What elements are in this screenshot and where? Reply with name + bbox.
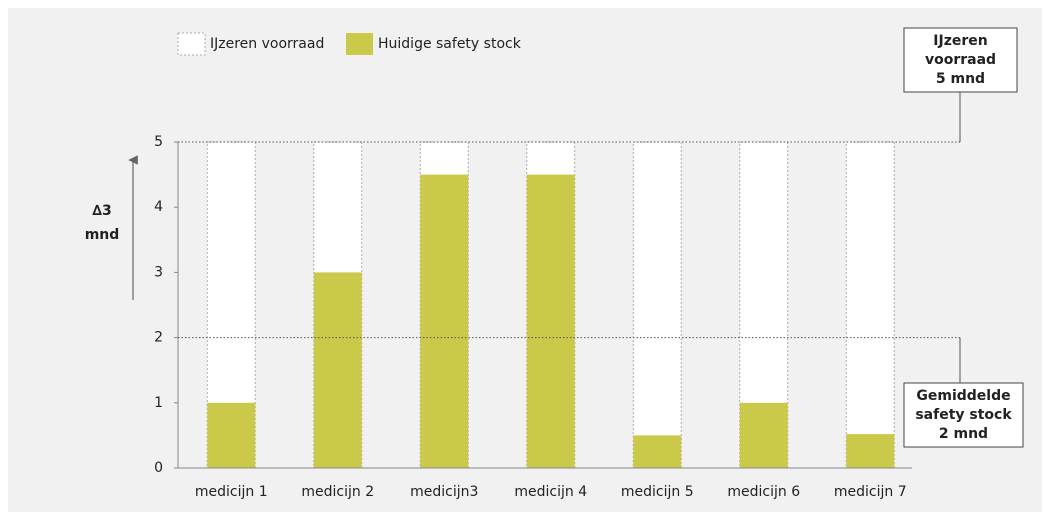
y-tick-label: 0 — [154, 460, 163, 476]
x-tick-label: medicijn 1 — [195, 484, 268, 500]
annotation-text: 2 mnd — [939, 426, 988, 442]
legend-label: IJzeren voorraad — [210, 36, 324, 52]
annotation-text: Gemiddelde — [916, 388, 1010, 404]
y-tick-label: 4 — [154, 199, 163, 215]
x-tick-label: medicijn 6 — [727, 484, 800, 500]
y-tick-label: 1 — [154, 395, 163, 411]
bar — [207, 402, 256, 468]
y-tick-label: 3 — [154, 264, 163, 280]
bar — [633, 435, 682, 468]
background-bar — [632, 141, 682, 469]
bar — [420, 174, 469, 468]
background-bar — [845, 141, 895, 469]
bar — [739, 402, 788, 468]
legend-swatch — [177, 32, 206, 56]
annotation-text: IJzeren — [933, 33, 987, 49]
bar — [846, 434, 895, 468]
annotation-text: safety stock — [915, 407, 1012, 423]
bar — [526, 174, 575, 468]
annotation-box — [903, 382, 1024, 448]
legend-swatch — [346, 33, 373, 55]
x-tick-label: medicijn 4 — [514, 484, 587, 500]
bar — [313, 272, 362, 468]
x-tick-label: medicijn 7 — [834, 484, 907, 500]
y-tick-label: 2 — [154, 330, 163, 346]
annotation-text: voorraad — [925, 52, 996, 68]
axis-annotation: mnd — [85, 227, 120, 243]
x-tick-label: medicijn3 — [410, 484, 478, 500]
x-tick-label: medicijn 2 — [301, 484, 374, 500]
annotation-box — [903, 27, 1018, 93]
axis-annotation: ∆3 — [92, 203, 112, 219]
annotation-text: 5 mnd — [936, 71, 985, 87]
y-tick-label: 5 — [154, 134, 163, 150]
x-tick-label: medicijn 5 — [621, 484, 694, 500]
legend-label: Huidige safety stock — [378, 36, 522, 52]
